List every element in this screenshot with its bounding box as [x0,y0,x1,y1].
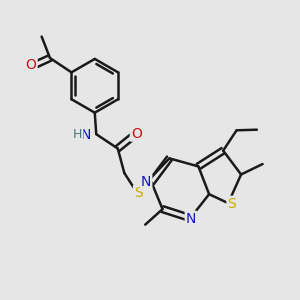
Text: S: S [227,197,236,211]
Text: H: H [73,128,82,141]
Text: O: O [131,127,142,141]
Text: N: N [141,175,151,189]
Text: O: O [26,58,37,73]
Text: S: S [134,186,143,200]
Text: N: N [186,212,196,226]
Text: N: N [81,128,91,142]
